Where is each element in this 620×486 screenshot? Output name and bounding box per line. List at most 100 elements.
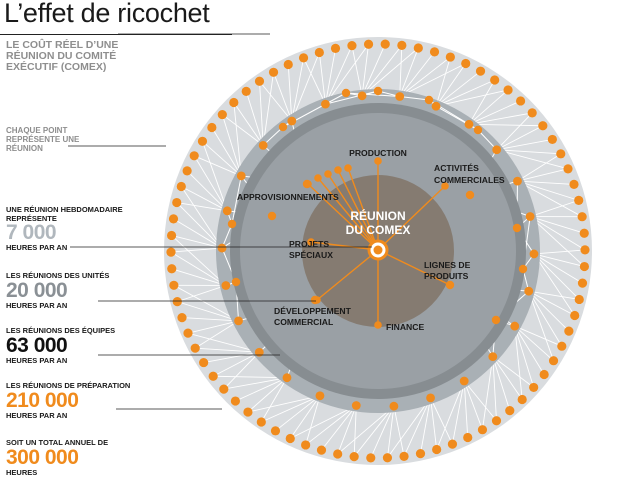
prep-meeting-dot — [429, 47, 440, 57]
team-to-prep-line — [221, 114, 242, 177]
prep-meeting-dot — [167, 264, 177, 274]
team-to-prep-line — [399, 56, 451, 97]
prep-meeting-dot — [199, 357, 209, 368]
team-to-prep-line — [468, 112, 533, 125]
team-to-prep-line — [517, 153, 562, 182]
comex-branch-line — [317, 177, 379, 251]
team-meeting-dot — [351, 401, 361, 410]
prep-meeting-dot — [168, 214, 179, 224]
team-to-prep-line — [177, 301, 239, 322]
team-to-prep-line — [290, 405, 357, 439]
team-to-prep-line — [451, 380, 465, 445]
prep-meeting-dot — [166, 230, 177, 241]
team-to-prep-line — [399, 45, 403, 97]
comex-to-unit-lines — [307, 161, 451, 325]
team-to-prep-line — [436, 380, 465, 450]
prep-meeting-dot — [217, 109, 227, 120]
team-to-prep-line — [187, 332, 260, 353]
prep-meeting-dot — [316, 445, 327, 455]
team-to-prep-line — [173, 284, 239, 322]
stat-value: 7 000 — [6, 221, 57, 244]
team-to-prep-line — [514, 325, 554, 362]
team-to-prep-line — [517, 180, 575, 185]
prep-meeting-dot — [268, 67, 279, 77]
comex-branch-line — [347, 167, 379, 251]
stat-prep-meetings: LES RÉUNIONS DE PRÉPARATION 210 000 HEUR… — [6, 381, 156, 420]
unit-meeting-dot — [341, 88, 351, 98]
team-to-prep-line — [259, 80, 293, 122]
prep-meeting-dot — [301, 440, 311, 450]
team-to-prep-line — [337, 405, 395, 455]
team-to-prep-line — [533, 253, 580, 300]
prep-meeting-dot — [363, 39, 374, 49]
prep-meeting-dot — [463, 432, 473, 443]
stat-unit: HEURES PAR AN — [6, 410, 68, 420]
team-meeting-dot — [321, 99, 330, 109]
comex-branch-line — [327, 173, 379, 251]
team-to-prep-line — [170, 251, 227, 286]
unit-to-team-line — [399, 96, 430, 101]
team-to-prep-line — [171, 235, 223, 249]
prep-meeting-dot — [515, 96, 526, 106]
prep-meeting-dot — [577, 278, 588, 288]
team-to-prep-line — [176, 202, 228, 212]
team-meeting-dot — [234, 316, 243, 326]
unit-to-team-line — [477, 129, 498, 151]
dot-legend-note: CHAQUE POINT REPRÉSENTE UNE RÉUNION — [6, 126, 80, 153]
team-to-prep-line — [260, 377, 288, 423]
department-meeting-dot — [324, 170, 332, 178]
prep-meeting-dot — [285, 433, 295, 444]
stat-unit: HEURES — [6, 467, 38, 477]
stat-label: LES RÉUNIONS DES UNITÉS — [6, 271, 110, 280]
prep-meeting-dot — [527, 108, 537, 118]
team-to-prep-line — [361, 45, 403, 97]
prep-meeting-dot — [445, 52, 455, 62]
pointer-lines — [68, 33, 372, 410]
prep-meeting-dot — [447, 439, 458, 449]
comex-branch-line — [316, 249, 379, 301]
unit-meeting-dot — [518, 264, 528, 274]
team-to-prep-line — [528, 290, 570, 332]
department-meeting-dot — [344, 164, 352, 172]
prep-meeting-dot — [477, 425, 488, 435]
department-meeting-dot — [334, 166, 342, 174]
team-to-prep-line — [492, 356, 511, 411]
team-meeting-dot — [258, 140, 268, 150]
prep-meeting-dot — [366, 453, 376, 463]
team-to-prep-line — [435, 70, 481, 107]
team-to-prep-line — [361, 44, 370, 96]
prep-meeting-dot — [397, 40, 407, 50]
prep-meeting-dot — [432, 444, 442, 455]
team-to-prep-line — [180, 186, 223, 249]
unit-meeting-dot — [512, 223, 522, 233]
prep-meeting-dot — [314, 47, 324, 58]
prep-meeting-dot — [270, 426, 281, 436]
team-meeting-dot — [524, 286, 534, 296]
prep-meeting-dot — [172, 297, 182, 307]
team-to-prep-lines — [170, 43, 586, 459]
meeting-dots — [166, 39, 590, 463]
team-to-prep-line — [403, 397, 431, 457]
department-meeting-dot — [307, 238, 315, 246]
branch-label-lignes-l1: LIGNES DE — [424, 260, 471, 270]
team-meeting-dot — [357, 91, 367, 101]
prep-meeting-dot — [230, 396, 241, 406]
team-meeting-dot — [282, 373, 292, 383]
team-to-prep-line — [213, 375, 287, 379]
team-to-prep-line — [223, 377, 288, 390]
comex-branch-line — [337, 169, 379, 251]
team-to-prep-line — [203, 351, 260, 364]
team-to-prep-line — [247, 395, 321, 413]
subtitle: LE COÛT RÉEL D’UNE RÉUNION DU COMITÉ EXÉ… — [6, 39, 119, 73]
team-to-prep-line — [212, 351, 260, 377]
team-to-prep-line — [211, 127, 242, 177]
team-to-prep-line — [430, 397, 453, 445]
prep-meeting-dot — [538, 121, 548, 131]
prep-meeting-dot — [298, 53, 309, 63]
department-meeting-dot — [313, 296, 321, 304]
team-meeting-dot — [513, 176, 522, 186]
stat-annual-total: SOIT UN TOTAL ANNUEL DE 300 000 HEURES — [6, 438, 156, 477]
team-meeting-dot — [525, 212, 535, 221]
team-to-prep-line — [420, 397, 432, 454]
